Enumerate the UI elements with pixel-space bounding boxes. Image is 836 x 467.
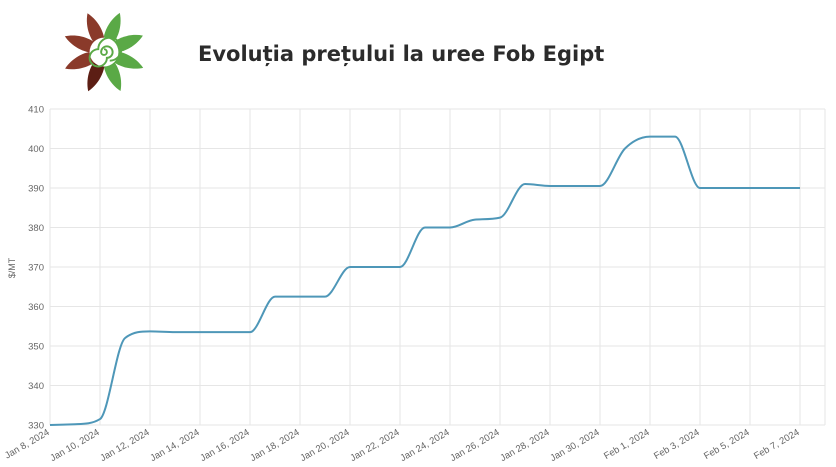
x-tick-label: Jan 22, 2024 [348,427,401,464]
y-tick-label: 410 [28,105,44,116]
x-tick-label: Jan 10, 2024 [48,427,101,464]
x-tick-label: Jan 8, 2024 [3,427,52,461]
y-axis-ticks: 330 340 350 360 370 380 390 400 410 [28,105,44,432]
series-group [49,135,800,426]
y-tick-label: 360 [28,302,44,313]
x-tick-label: Jan 20, 2024 [298,427,351,464]
x-tick-label: Jan 14, 2024 [148,427,201,464]
x-tick-label: Feb 7, 2024 [752,427,801,462]
flower-spiral-logo-icon [64,12,144,92]
y-tick-label: 370 [28,263,44,274]
chart-grid [49,108,826,426]
x-tick-label: Jan 18, 2024 [248,427,301,464]
x-tick-label: Feb 3, 2024 [652,427,701,462]
series-line [49,135,800,426]
x-tick-label: Jan 24, 2024 [398,427,451,464]
y-axis-label: $/MT [7,257,17,278]
y-tick-label: 350 [28,342,44,353]
y-axis-label-group: $/MT [7,257,17,278]
x-tick-label: Jan 12, 2024 [98,427,151,464]
x-tick-label: Jan 28, 2024 [498,427,551,464]
y-tick-label: 380 [28,223,44,234]
x-tick-label: Jan 30, 2024 [548,427,601,464]
y-tick-label: 330 [28,421,44,432]
x-tick-label: Jan 16, 2024 [198,427,251,464]
page-title: Evoluția prețului la uree Fob Egipt [198,42,605,66]
x-tick-label: Feb 5, 2024 [702,427,751,462]
x-tick-label: Feb 1, 2024 [602,427,651,462]
header: Evoluția prețului la uree Fob Egipt [0,0,836,110]
x-tick-label: Jan 26, 2024 [448,427,501,464]
y-tick-label: 340 [28,381,44,392]
y-tick-label: 390 [28,184,44,195]
y-tick-label: 400 [28,144,44,155]
